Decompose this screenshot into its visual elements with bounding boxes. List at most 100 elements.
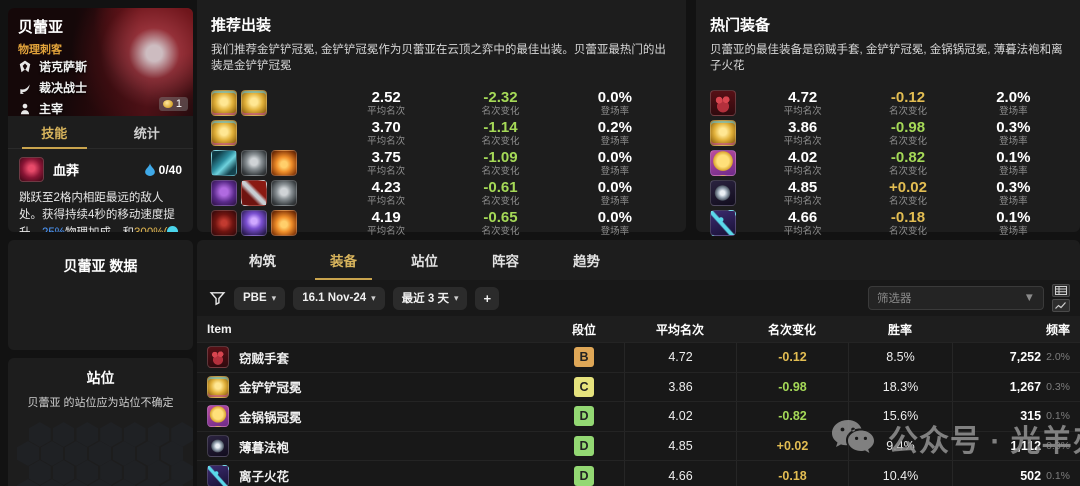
data-panel-title: 贝蕾亚 数据 xyxy=(63,258,138,274)
tab-positioning[interactable]: 站位 xyxy=(411,254,438,269)
main-content: 推荐出装 我们推荐金铲铲冠冕, 金铲铲冠冕作为贝蕾亚在云顶之弈中的最佳出装。贝蕾… xyxy=(197,0,1080,486)
popular-item-row[interactable]: 3.86 平均名次 -0.98 名次变化 0.3% 登场率 xyxy=(710,118,1066,148)
trait-executioner: 裁决战士 xyxy=(18,77,87,98)
table-row[interactable]: 离子火花 D 4.66 -0.18 10.4% 502 0.1% xyxy=(197,460,1080,486)
spatula-crown-item-icon[interactable] xyxy=(211,90,237,117)
delta-label: 名次变化 xyxy=(481,135,520,147)
build-row[interactable]: 3.70 平均名次 -1.14 名次变化 0.2% 登场率 xyxy=(211,118,672,148)
spatula-crown-item-icon[interactable] xyxy=(710,120,736,147)
mana-value: 0/40 xyxy=(158,162,182,177)
item-name: 金锅锅冠冕 xyxy=(239,410,302,425)
champion-tabs: 技能 统计 xyxy=(8,116,193,149)
table-row[interactable]: 薄暮法袍 D 4.85 +0.02 9.4% 1,112 0.3% xyxy=(197,430,1080,461)
col-freq[interactable]: 频率 xyxy=(1045,322,1070,337)
delta-value: -1.09 xyxy=(483,148,518,166)
freq-pct: 0.1% xyxy=(1046,469,1070,482)
purple-demon-item-icon[interactable] xyxy=(211,180,237,207)
popular-item-row[interactable]: 4.72 平均名次 -0.12 名次变化 2.0% 登场率 xyxy=(710,88,1066,118)
ability-name: 血莽 xyxy=(53,163,80,178)
filter-chip-days[interactable]: 最近 3 天 ▾ xyxy=(392,286,468,310)
table-view-icon[interactable] xyxy=(1052,284,1070,297)
build-row[interactable]: 3.75 平均名次 -1.09 名次变化 0.0% 登场率 xyxy=(211,148,672,178)
col-item[interactable]: Item xyxy=(207,322,232,336)
add-filter-button[interactable]: + xyxy=(475,286,500,310)
dusk-robe-item-icon[interactable] xyxy=(710,180,736,207)
play-rate-label: 登场率 xyxy=(999,105,1028,117)
coin-icon xyxy=(162,100,173,108)
col-tier[interactable]: 段位 xyxy=(571,322,596,337)
dominator-trait-icon xyxy=(20,103,30,114)
spatula-crown-item-icon[interactable] xyxy=(211,120,237,147)
freq-count: 1,267 xyxy=(1009,379,1042,394)
red-blades-item-icon[interactable] xyxy=(241,180,267,207)
popular-items-panel: 热门装备 贝蕾亚的最佳装备是窃贼手套, 金铲铲冠冕, 金锅锅冠冕, 薄暮法袍和离… xyxy=(696,0,1080,237)
tab-trends[interactable]: 趋势 xyxy=(573,254,600,269)
filter-chip-patch[interactable]: 16.1 Nov-24 ▾ xyxy=(293,286,385,310)
desc-as-bonus: 300%( xyxy=(134,227,167,232)
chevron-down-icon: ▾ xyxy=(271,292,277,303)
table-row[interactable]: 金铲铲冠冕 C 3.86 -0.98 18.3% 1,267 0.3% xyxy=(197,371,1080,402)
thiefs-gloves-item-icon[interactable] xyxy=(710,90,736,117)
trait-label: 主宰 xyxy=(39,102,64,116)
spatula-crown-item-icon[interactable] xyxy=(241,90,267,117)
delta-label: 名次变化 xyxy=(481,195,520,207)
table-row[interactable]: 金锅锅冠冕 D 4.02 -0.82 15.6% 315 0.1% xyxy=(197,401,1080,431)
filter-select[interactable]: 筛选器 ▼ xyxy=(868,286,1044,310)
play-rate-value: 2.0% xyxy=(996,88,1031,106)
purple-spirit-item-icon[interactable] xyxy=(241,210,267,237)
tier-badge: D xyxy=(574,406,594,427)
freq-pct: 2.0% xyxy=(1046,351,1070,364)
delta-label: 名次变化 xyxy=(888,225,927,237)
positioning-subtitle: 贝蕾亚 的站位应为站位不确定 xyxy=(27,397,174,409)
popular-item-row[interactable]: 4.66 平均名次 -0.18 名次变化 0.1% 登场率 xyxy=(710,208,1066,238)
play-rate-label: 登场率 xyxy=(600,225,630,237)
avg-place-value: 4.72 xyxy=(788,88,818,106)
desc-text: 跳跃至2格内相距最远的敌人处。获得持续4秒的移动速度提升、 xyxy=(19,192,175,232)
left-sidebar: 贝蕾亚 物理刺客 诺克萨斯 裁决战士 主宰 xyxy=(8,8,194,486)
item-name: 离子火花 xyxy=(239,470,290,485)
table-row[interactable]: 窃贼手套 B 4.72 -0.12 8.5% 7,252 2.0% xyxy=(197,342,1080,372)
col-win[interactable]: 胜率 xyxy=(887,322,912,337)
chart-view-icon[interactable] xyxy=(1052,299,1070,312)
play-rate-label: 登场率 xyxy=(999,135,1028,147)
chevron-down-icon: ▼ xyxy=(1023,292,1035,304)
tab-stats[interactable]: 统计 xyxy=(133,125,160,141)
ionic-spark-item-icon[interactable] xyxy=(710,210,736,237)
blue-blade-item-icon[interactable] xyxy=(211,150,237,177)
popular-item-row[interactable]: 4.85 平均名次 +0.02 名次变化 0.3% 登场率 xyxy=(710,178,1066,208)
section-tabs: 构筑 装备 站位 阵容 趋势 xyxy=(197,240,1080,280)
dragon-claw-item-icon[interactable] xyxy=(271,180,297,207)
flame-item-icon[interactable] xyxy=(271,210,297,237)
delta-value: +0.02 xyxy=(736,431,848,461)
blood-ability-icon[interactable] xyxy=(19,157,44,182)
col-avg[interactable]: 平均名次 xyxy=(655,322,704,337)
play-rate-label: 登场率 xyxy=(600,195,630,207)
build-row[interactable]: 4.23 平均名次 -0.61 名次变化 0.0% 登场率 xyxy=(211,178,672,208)
pot-crown-item-icon[interactable] xyxy=(710,150,736,177)
filter-chip-pbe[interactable]: PBE ▾ xyxy=(234,286,286,310)
tab-skill[interactable]: 技能 xyxy=(8,116,101,149)
build-row[interactable]: 4.19 平均名次 -0.65 名次变化 0.0% 登场率 xyxy=(211,208,672,238)
item-name: 薄暮法袍 xyxy=(239,440,290,455)
play-rate-value: 0.0% xyxy=(597,178,632,196)
freq-pct: 0.1% xyxy=(1046,410,1070,423)
dark-red-item-icon[interactable] xyxy=(211,210,237,237)
tab-items[interactable]: 装备 xyxy=(303,240,384,280)
filter-funnel-icon[interactable] xyxy=(209,290,226,307)
delta-value: -0.65 xyxy=(483,208,518,226)
tab-comps[interactable]: 阵容 xyxy=(492,254,519,269)
delta-value: -0.18 xyxy=(890,208,926,226)
thiefs-gloves-item-icon xyxy=(207,346,229,369)
flame-item-icon[interactable] xyxy=(271,150,297,177)
delta-label: 名次变化 xyxy=(481,165,520,177)
build-row[interactable]: 2.52 平均名次 -2.32 名次变化 0.0% 登场率 xyxy=(211,88,672,118)
popular-item-row[interactable]: 4.02 平均名次 -0.82 名次变化 0.1% 登场率 xyxy=(710,148,1066,178)
mana-droplet-icon xyxy=(144,163,155,176)
filter-select-placeholder: 筛选器 xyxy=(877,293,912,305)
noxus-trait-icon xyxy=(19,60,31,72)
col-delta[interactable]: 名次变化 xyxy=(767,322,816,337)
freq-count: 502 xyxy=(1020,468,1042,483)
tab-builds[interactable]: 构筑 xyxy=(249,254,276,269)
dragon-claw-item-icon[interactable] xyxy=(241,150,267,177)
